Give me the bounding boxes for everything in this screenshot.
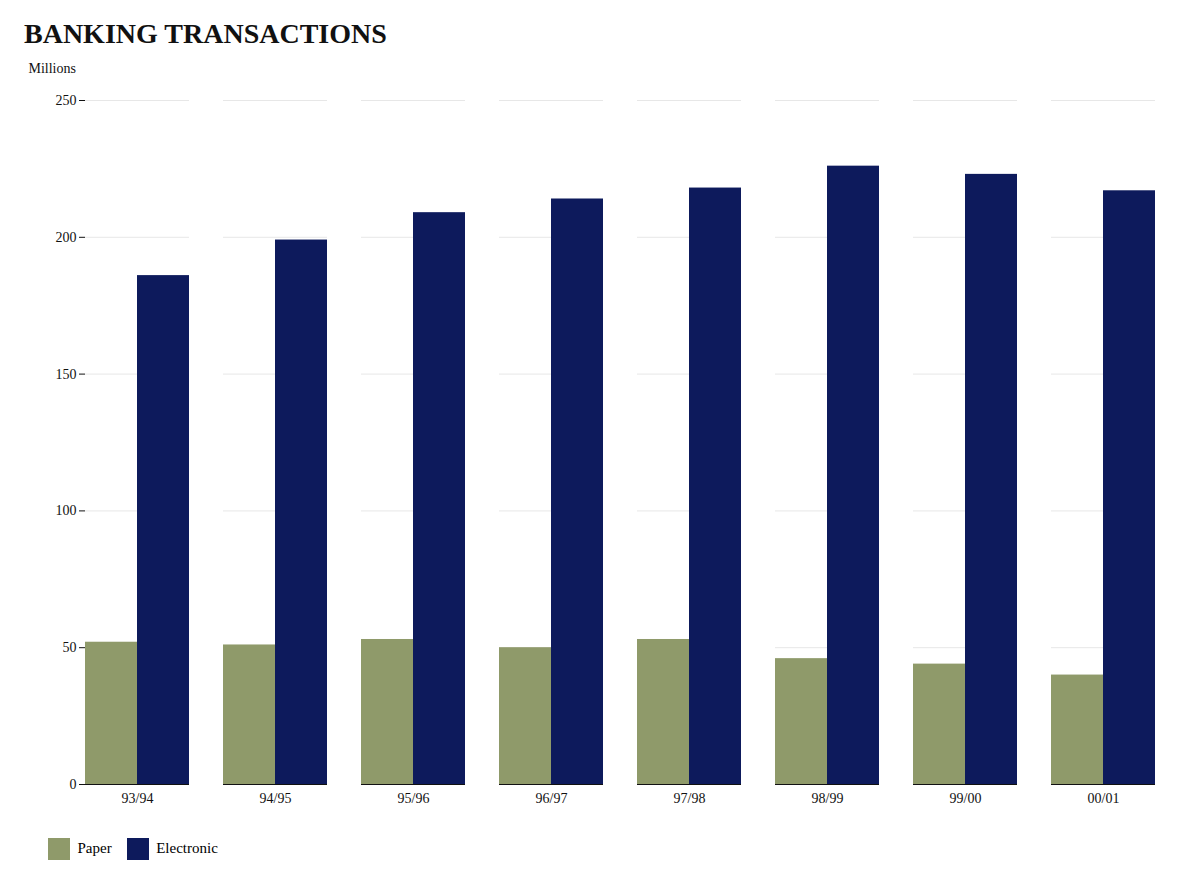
svg-text:94/95: 94/95 bbox=[260, 791, 292, 806]
svg-text:50: 50 bbox=[63, 640, 77, 655]
svg-text:93/94: 93/94 bbox=[122, 791, 154, 806]
svg-text:96/97: 96/97 bbox=[536, 791, 568, 806]
svg-text:Millions: Millions bbox=[29, 61, 76, 76]
svg-text:95/96: 95/96 bbox=[398, 791, 430, 806]
svg-text:98/99: 98/99 bbox=[812, 791, 844, 806]
svg-text:200: 200 bbox=[56, 230, 77, 245]
svg-text:00/01: 00/01 bbox=[1088, 791, 1120, 806]
svg-text:97/98: 97/98 bbox=[674, 791, 706, 806]
svg-text:99/00: 99/00 bbox=[950, 791, 982, 806]
svg-text:150: 150 bbox=[56, 367, 77, 382]
svg-text:100: 100 bbox=[56, 503, 77, 518]
svg-text:0: 0 bbox=[70, 777, 77, 792]
html-text:Electronic: Electronic bbox=[156, 840, 218, 856]
html-text:Paper: Paper bbox=[77, 840, 112, 856]
html-text:BANKING TRANSACTIONS: BANKING TRANSACTIONS bbox=[24, 18, 387, 49]
svg-text:250: 250 bbox=[56, 93, 77, 108]
